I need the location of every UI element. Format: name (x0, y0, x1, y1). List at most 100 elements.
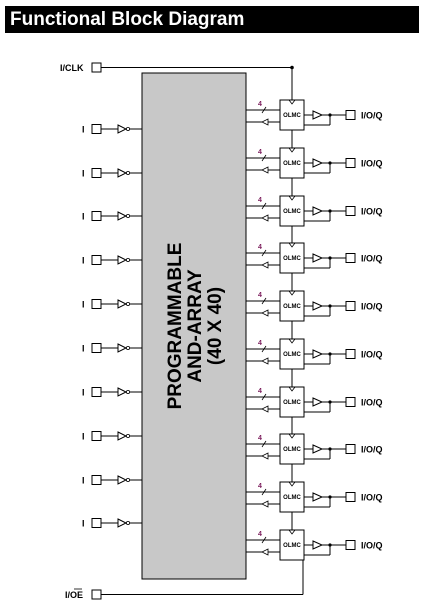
io-pin-label: I/O/Q (361, 207, 383, 217)
io-pin-label: I/O/Q (361, 398, 383, 408)
input-label: I (82, 388, 85, 398)
feedback-buffer (261, 261, 269, 269)
bus-width-label: 4 (258, 340, 262, 347)
olmc-label: OLMC (283, 304, 301, 310)
input-pin (91, 299, 102, 309)
input-bubble (126, 345, 131, 350)
output-buffer (312, 253, 324, 263)
bus-slash (261, 345, 267, 353)
bus-width-label: 4 (258, 292, 262, 299)
programmable-and-array (141, 72, 247, 580)
olmc-label: OLMC (283, 161, 301, 167)
olmc-label: OLMC (283, 209, 301, 215)
output-buffer (312, 349, 324, 359)
feedback-buffer (261, 357, 269, 365)
bus-slash (261, 249, 267, 257)
input-bubble (126, 477, 131, 482)
input-label: I (82, 344, 85, 354)
output-buffer (312, 492, 324, 502)
input-pin (91, 431, 102, 441)
input-pin (91, 387, 102, 397)
io-pin (345, 540, 356, 550)
bus-width-label: 4 (258, 388, 262, 395)
feedback-buffer (261, 118, 269, 126)
output-buffer (312, 158, 324, 168)
clock-tap (288, 242, 296, 248)
olmc-block (279, 481, 305, 513)
input-label: I (82, 300, 85, 310)
clock-tap (288, 386, 296, 392)
io-pin (345, 349, 356, 359)
input-bubble (126, 213, 131, 218)
array-line-3: (40 X 40) (205, 287, 226, 365)
bus-width-label: 4 (258, 435, 262, 442)
olmc-block (279, 529, 305, 561)
input-label: I (82, 432, 85, 442)
output-buffer (312, 301, 324, 311)
io-pin-label: I/O/Q (361, 111, 383, 121)
input-label: I (82, 256, 85, 266)
bus-width-label: 4 (258, 197, 262, 204)
input-pin (91, 475, 102, 485)
input-buffer (117, 343, 128, 353)
io-pin (345, 158, 356, 168)
input-label: I (82, 212, 85, 222)
clock-tap (288, 433, 296, 439)
feedback-buffer (261, 166, 269, 174)
input-buffer (117, 168, 128, 178)
input-pin (91, 124, 102, 134)
olmc-label: OLMC (283, 352, 301, 358)
feedback-buffer (261, 405, 269, 413)
input-buffer (117, 387, 128, 397)
io-pin (345, 253, 356, 263)
io-pin (345, 397, 356, 407)
io-pin (345, 110, 356, 120)
bus-slash (261, 440, 267, 448)
bus-slash (261, 154, 267, 162)
olmc-block (279, 290, 305, 322)
input-label: I (82, 476, 85, 486)
olmc-label: OLMC (283, 447, 301, 453)
input-pin (91, 518, 102, 528)
io-pin-label: I/O/Q (361, 493, 383, 503)
feedback-buffer (261, 452, 269, 460)
array-line-1: PROGRAMMABLE (165, 243, 186, 410)
olmc-label: OLMC (283, 113, 301, 119)
olmc-block (279, 195, 305, 227)
macrocells: OLMC 4 I/O/Q OLMC 4 I/O/Q OLMC 4 I/O/Q OLMC 4 I/O/Q… (246, 99, 383, 595)
bus-slash (261, 536, 267, 544)
input-bubble (126, 170, 131, 175)
input-buffer (117, 518, 128, 528)
input-pin (91, 168, 102, 178)
clock-tap (288, 481, 296, 487)
output-buffer (312, 206, 324, 216)
bus-width-label: 4 (258, 101, 262, 108)
bus-slash (261, 202, 267, 210)
io-pin-label: I/O/Q (361, 254, 383, 264)
output-buffer (312, 540, 324, 550)
input-bubble (126, 127, 131, 132)
clock-label: I/CLK (60, 63, 84, 73)
clock-tap (288, 290, 296, 296)
oe-pin (91, 589, 102, 600)
input-pin (91, 255, 102, 265)
feedback-buffer (261, 309, 269, 317)
olmc-label: OLMC (283, 256, 301, 262)
clock-tap (288, 147, 296, 153)
bus-width-label: 4 (258, 244, 262, 251)
io-pin (345, 301, 356, 311)
input-label: I (82, 125, 85, 135)
input-pin (91, 211, 102, 221)
input-bubble (126, 257, 131, 262)
bus-width-label: 4 (258, 483, 262, 490)
input-bubble (126, 389, 131, 394)
output-buffer (312, 444, 324, 454)
io-pin-label: I/O/Q (361, 445, 383, 455)
input-label: I (82, 519, 85, 529)
io-pin (345, 444, 356, 454)
array-label: PROGRAMMABLE AND-ARRAY (40 X 40) (165, 243, 226, 410)
olmc-block (279, 99, 305, 131)
clock-tap (288, 529, 296, 535)
io-pin-label: I/O/Q (361, 159, 383, 169)
